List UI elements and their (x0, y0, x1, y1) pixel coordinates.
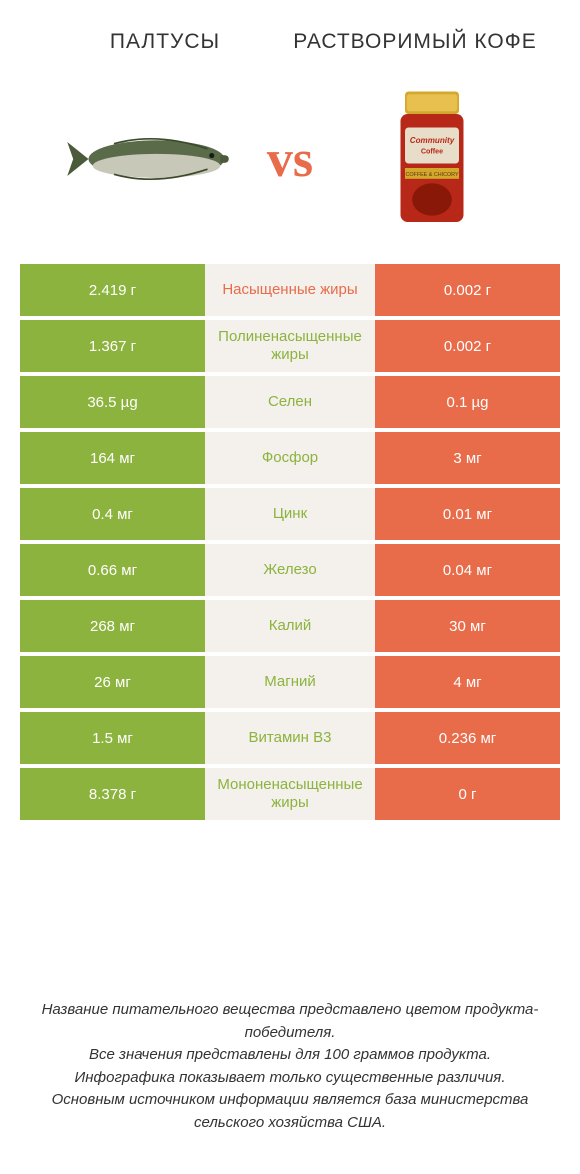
cell-left-value: 0.66 мг (20, 544, 205, 596)
cell-nutrient-label: Железо (205, 544, 375, 596)
footer-line: Все значения представлены для 100 граммо… (20, 1044, 560, 1067)
cell-left-value: 36.5 µg (20, 376, 205, 428)
footer-line: Инфографика показывает только существенн… (20, 1067, 560, 1090)
cell-right-value: 4 мг (375, 656, 560, 708)
table-row: 1.5 мгВитамин B30.236 мг (20, 712, 560, 764)
product-image-left (40, 125, 257, 193)
cell-left-value: 0.4 мг (20, 488, 205, 540)
svg-text:COFFEE & CHICORY: COFFEE & CHICORY (405, 172, 458, 178)
vs-label: vs (257, 130, 323, 189)
table-row: 2.419 гНасыщенные жиры0.002 г (20, 264, 560, 316)
cell-left-value: 1.5 мг (20, 712, 205, 764)
table-row: 164 мгФосфор3 мг (20, 432, 560, 484)
footer-line: Название питательного вещества представл… (20, 999, 560, 1044)
table-row: 268 мгКалий30 мг (20, 600, 560, 652)
coffee-jar-icon: Community Coffee COFFEE & CHICORY (387, 87, 477, 231)
cell-left-value: 2.419 г (20, 264, 205, 316)
cell-nutrient-label: Цинк (205, 488, 375, 540)
table-row: 36.5 µgСелен0.1 µg (20, 376, 560, 428)
cell-left-value: 164 мг (20, 432, 205, 484)
cell-nutrient-label: Полиненасыщенные жиры (205, 320, 375, 372)
cell-nutrient-label: Витамин B3 (205, 712, 375, 764)
table-row: 26 мгМагний4 мг (20, 656, 560, 708)
table-row: 0.66 мгЖелезо0.04 мг (20, 544, 560, 596)
cell-right-value: 0 г (375, 768, 560, 820)
header: ПАЛТУСЫ РАСТВОРИМЫЙ КОФЕ (0, 0, 580, 64)
cell-right-value: 30 мг (375, 600, 560, 652)
fish-icon (63, 125, 233, 193)
table-row: 0.4 мгЦинк0.01 мг (20, 488, 560, 540)
cell-right-value: 0.002 г (375, 264, 560, 316)
images-row: vs Community Coffee COFFEE & CHICORY (0, 64, 580, 264)
cell-nutrient-label: Мононенасыщенные жиры (205, 768, 375, 820)
cell-left-value: 8.378 г (20, 768, 205, 820)
table-row: 1.367 гПолиненасыщенные жиры0.002 г (20, 320, 560, 372)
header-right: РАСТВОРИМЫЙ КОФЕ (290, 30, 540, 54)
cell-left-value: 26 мг (20, 656, 205, 708)
table-row: 8.378 гМононенасыщенные жиры0 г (20, 768, 560, 820)
cell-right-value: 0.236 мг (375, 712, 560, 764)
cell-right-value: 3 мг (375, 432, 560, 484)
footer-notes: Название питательного вещества представл… (0, 969, 580, 1174)
cell-left-value: 268 мг (20, 600, 205, 652)
cell-nutrient-label: Насыщенные жиры (205, 264, 375, 316)
cell-nutrient-label: Калий (205, 600, 375, 652)
cell-left-value: 1.367 г (20, 320, 205, 372)
cell-right-value: 0.002 г (375, 320, 560, 372)
cell-right-value: 0.01 мг (375, 488, 560, 540)
svg-text:Coffee: Coffee (420, 147, 442, 156)
comparison-table: 2.419 гНасыщенные жиры0.002 г1.367 гПоли… (0, 264, 580, 824)
product-image-right: Community Coffee COFFEE & CHICORY (323, 87, 540, 231)
title-left: ПАЛТУСЫ (40, 30, 290, 54)
title-right: РАСТВОРИМЫЙ КОФЕ (290, 30, 540, 54)
cell-nutrient-label: Фосфор (205, 432, 375, 484)
cell-nutrient-label: Магний (205, 656, 375, 708)
cell-right-value: 0.04 мг (375, 544, 560, 596)
svg-text:Community: Community (409, 136, 454, 145)
header-left: ПАЛТУСЫ (40, 30, 290, 54)
footer-line: Основным источником информации является … (20, 1089, 560, 1134)
cell-nutrient-label: Селен (205, 376, 375, 428)
cell-right-value: 0.1 µg (375, 376, 560, 428)
